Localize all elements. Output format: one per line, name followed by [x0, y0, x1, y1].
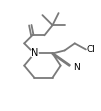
Circle shape	[31, 50, 38, 57]
Text: N: N	[31, 49, 38, 58]
Text: N: N	[73, 63, 80, 72]
Text: Cl: Cl	[86, 45, 95, 54]
